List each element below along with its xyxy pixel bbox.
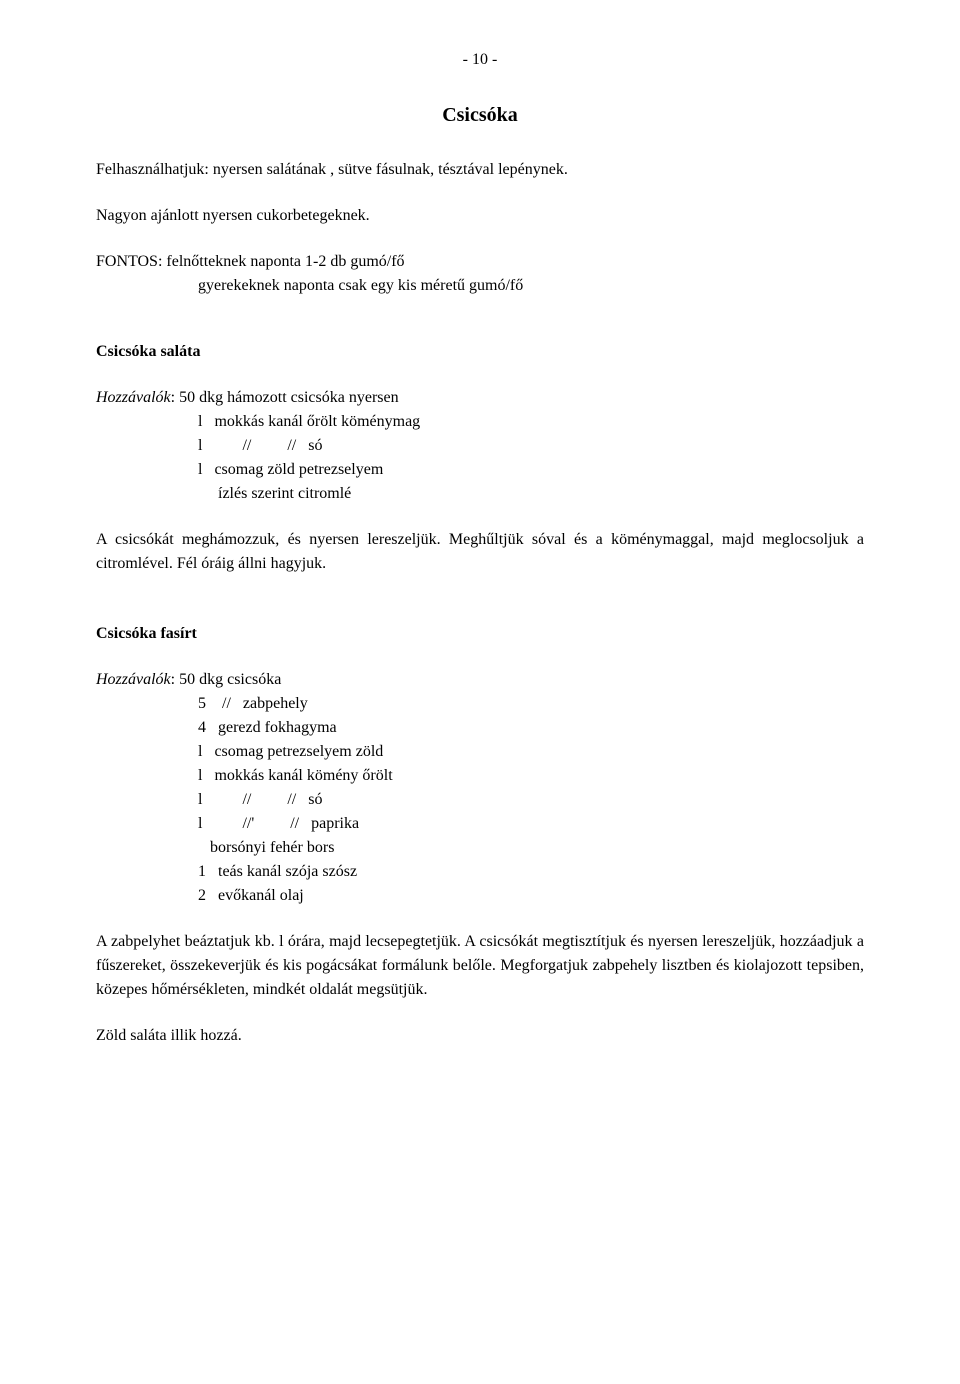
recipe2-ingredients: Hozzávalók: 50 dkg csicsóka 5 // zabpehe…: [96, 668, 864, 908]
recipe2-ing10: 2 evőkanál olaj: [198, 884, 864, 908]
recipe2-ing2: 5 // zabpehely: [198, 692, 864, 716]
intro-line-2: Nagyon ajánlott nyersen cukorbetegeknek.: [96, 204, 864, 228]
recipe1-ing3: l // // só: [198, 434, 864, 458]
recipe2-ing4: l csomag petrezselyem zöld: [198, 740, 864, 764]
recipe2-footer: Zöld saláta illik hozzá.: [96, 1024, 864, 1048]
recipe1-ing4: l csomag zöld petrezselyem: [198, 458, 864, 482]
recipe2-instructions: A zabpelyhet beáztatjuk kb. l órára, maj…: [96, 930, 864, 1002]
intro-line-1: Felhasználhatjuk: nyersen salátának , sü…: [96, 158, 864, 182]
main-title: Csicsóka: [96, 100, 864, 130]
page-number: - 10 -: [96, 48, 864, 72]
recipe2-ing9: 1 teás kanál szója szósz: [198, 860, 864, 884]
recipe2-ing5: l mokkás kanál kömény őrölt: [198, 764, 864, 788]
fontos-block: FONTOS: felnőtteknek naponta 1-2 db gumó…: [96, 250, 864, 298]
fontos-line-2: gyerekeknek naponta csak egy kis méretű …: [198, 274, 864, 298]
recipe2-ing-first: : 50 dkg csicsóka: [171, 671, 282, 688]
recipe2-title: Csicsóka fasírt: [96, 622, 864, 646]
recipe1-ing-first: : 50 dkg hámozott csicsóka nyersen: [171, 389, 399, 406]
recipe1-ing2: l mokkás kanál őrölt köménymag: [198, 410, 864, 434]
recipe2-ing3: 4 gerezd fokhagyma: [198, 716, 864, 740]
recipe1-ingredients-label: Hozzávalók: [96, 389, 171, 406]
recipe1-title: Csicsóka saláta: [96, 340, 864, 364]
recipe2-ing8: borsónyi fehér bors: [198, 836, 864, 860]
recipe1-instructions: A csicsókát meghámozzuk, és nyersen lere…: [96, 528, 864, 576]
fontos-line-1: FONTOS: felnőtteknek naponta 1-2 db gumó…: [96, 250, 864, 274]
recipe2-ing7: l //' // paprika: [198, 812, 864, 836]
recipe1-ingredients: Hozzávalók: 50 dkg hámozott csicsóka nye…: [96, 386, 864, 506]
recipe2-ingredients-label: Hozzávalók: [96, 671, 171, 688]
recipe1-ing5: ízlés szerint citromlé: [198, 482, 864, 506]
recipe2-ing6: l // // só: [198, 788, 864, 812]
